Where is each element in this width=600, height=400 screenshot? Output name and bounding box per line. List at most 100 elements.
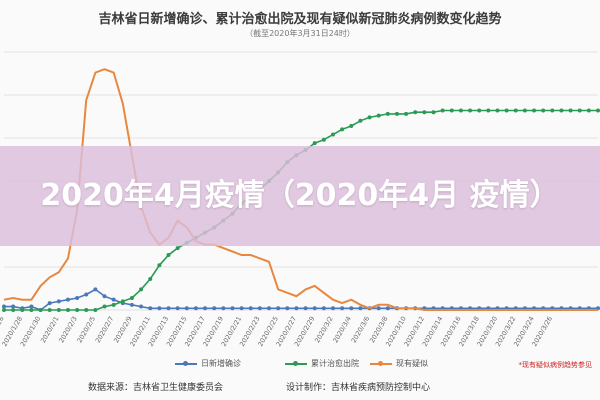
series-point-0 xyxy=(349,306,354,311)
series-point-1 xyxy=(586,108,591,113)
series-point-0 xyxy=(203,306,208,311)
series-point-0 xyxy=(376,306,381,311)
series-point-1 xyxy=(550,108,555,113)
series-point-0 xyxy=(212,306,217,311)
legend-item-cured: 累计治愈出院 xyxy=(285,358,359,369)
series-point-0 xyxy=(267,306,272,311)
series-point-0 xyxy=(47,301,52,306)
legend: 日新增确诊 累计治愈出院 现有疑似 xyxy=(0,358,600,372)
series-point-1 xyxy=(468,108,473,113)
series-point-1 xyxy=(367,115,372,120)
series-point-0 xyxy=(294,306,299,311)
series-point-1 xyxy=(47,308,52,312)
series-point-0 xyxy=(93,287,98,292)
series-point-1 xyxy=(522,108,527,113)
legend-swatch-suspected xyxy=(370,360,392,366)
series-point-1 xyxy=(56,308,61,312)
legend-label: 现有疑似 xyxy=(396,359,428,368)
series-point-0 xyxy=(321,306,326,311)
legend-item-new-confirmed: 日新增确诊 xyxy=(175,358,241,369)
series-point-1 xyxy=(385,111,390,116)
legend-swatch-cured xyxy=(285,360,307,366)
series-point-1 xyxy=(65,308,70,312)
series-point-0 xyxy=(157,306,162,311)
series-point-1 xyxy=(431,110,436,115)
series-point-1 xyxy=(139,287,144,292)
series-point-1 xyxy=(38,308,43,312)
series-point-0 xyxy=(248,306,253,311)
series-layer xyxy=(2,68,600,312)
series-point-1 xyxy=(404,111,409,116)
series-point-1 xyxy=(358,118,363,123)
series-point-1 xyxy=(504,108,509,113)
series-point-0 xyxy=(257,306,262,311)
series-point-1 xyxy=(29,308,34,312)
series-point-1 xyxy=(541,108,546,113)
series-point-0 xyxy=(11,304,16,309)
series-point-1 xyxy=(157,263,162,268)
series-point-1 xyxy=(102,304,107,309)
data-source: 数据来源：吉林省卫生健康委员会 xyxy=(88,383,224,393)
series-point-1 xyxy=(349,123,354,128)
series-point-0 xyxy=(276,306,281,311)
legend-note: *现有疑似病例趋势参见 xyxy=(518,361,593,369)
series-point-1 xyxy=(93,308,98,312)
series-point-0 xyxy=(193,306,198,311)
series-point-1 xyxy=(477,108,482,113)
series-point-1 xyxy=(20,308,25,312)
legend-item-suspected: 现有疑似 xyxy=(370,358,428,369)
series-point-1 xyxy=(413,110,418,115)
series-point-0 xyxy=(221,306,226,311)
series-point-1 xyxy=(422,110,427,115)
series-point-0 xyxy=(166,306,171,311)
chart-title: 吉林省日新增确诊、累计治愈出院及现有疑似新冠肺炎病例数变化趋势 xyxy=(98,12,502,27)
series-point-0 xyxy=(56,299,61,304)
series-point-1 xyxy=(166,252,171,257)
series-point-1 xyxy=(376,113,381,118)
series-point-0 xyxy=(102,294,107,299)
series-point-1 xyxy=(11,308,16,312)
series-point-1 xyxy=(330,132,335,137)
series-point-1 xyxy=(449,108,454,113)
series-point-0 xyxy=(184,306,189,311)
series-point-1 xyxy=(148,277,153,282)
x-tick-labels: 2020/1/262020/1/282020/1/302020/2/12020/… xyxy=(0,315,554,348)
series-point-1 xyxy=(75,308,80,312)
series-point-1 xyxy=(312,141,317,146)
series-point-1 xyxy=(120,299,125,304)
series-point-0 xyxy=(285,306,290,311)
series-point-0 xyxy=(75,295,80,300)
series-point-0 xyxy=(84,292,89,297)
series-point-1 xyxy=(394,111,399,116)
series-point-0 xyxy=(330,306,335,311)
series-point-1 xyxy=(111,302,116,307)
series-point-1 xyxy=(84,308,89,312)
legend-label: 累计治愈出院 xyxy=(311,359,359,368)
series-line-2 xyxy=(3,68,598,311)
legend-swatch-new-confirmed xyxy=(175,360,197,366)
legend-label: 日新增确诊 xyxy=(201,359,241,368)
series-point-0 xyxy=(139,304,144,309)
series-point-0 xyxy=(2,304,6,309)
caption-banner: 2020年4月疫情（2020年4月 疫情） xyxy=(0,146,600,246)
series-point-1 xyxy=(495,108,500,113)
series-point-0 xyxy=(129,302,134,307)
series-point-1 xyxy=(596,108,600,113)
series-point-0 xyxy=(385,306,390,311)
series-point-0 xyxy=(111,297,116,302)
series-point-1 xyxy=(340,127,345,132)
series-point-1 xyxy=(486,108,491,113)
series-point-0 xyxy=(148,306,153,311)
design-credit: 设计制作：吉林省疾病预防控制中心 xyxy=(286,383,431,393)
series-point-1 xyxy=(532,108,537,113)
series-point-1 xyxy=(513,108,518,113)
series-point-0 xyxy=(65,297,70,302)
series-point-0 xyxy=(312,306,317,311)
series-point-1 xyxy=(440,108,445,113)
series-point-0 xyxy=(303,306,308,311)
series-point-0 xyxy=(239,306,244,311)
series-point-0 xyxy=(29,304,34,309)
series-point-0 xyxy=(340,306,345,311)
series-point-1 xyxy=(458,108,463,113)
